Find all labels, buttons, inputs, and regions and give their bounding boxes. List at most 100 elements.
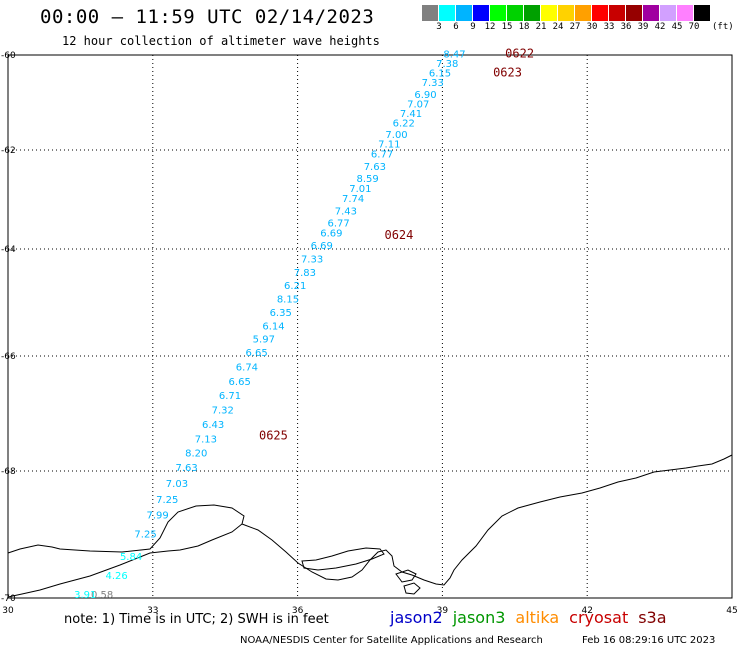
wave-height-label: 7.83 bbox=[294, 268, 316, 279]
wave-height-label: 6.69 bbox=[311, 241, 333, 252]
color-swatch bbox=[473, 5, 490, 21]
lon-tick-label: 36 bbox=[292, 606, 304, 616]
color-scale-label: 12 bbox=[484, 22, 496, 32]
wave-height-label: 7.74 bbox=[342, 194, 364, 205]
wave-height-label: 6.90 bbox=[414, 90, 436, 101]
wave-height-label: 6.15 bbox=[429, 68, 451, 79]
satellite-legend: jason2 jason3 altika cryosat s3a bbox=[390, 608, 677, 627]
color-swatch bbox=[694, 5, 711, 21]
wave-height-label: 4.26 bbox=[105, 571, 127, 582]
footer-timestamp: Feb 16 08:29:16 UTC 2023 bbox=[582, 635, 716, 646]
wave-height-label: 7.01 bbox=[349, 184, 371, 195]
satellite-jason3: jason3 bbox=[452, 608, 506, 627]
wave-height-label: 6.65 bbox=[229, 377, 251, 388]
wave-height-label: 7.13 bbox=[195, 434, 217, 445]
wave-height-label: 5.97 bbox=[253, 335, 275, 346]
color-scale-label: 21 bbox=[535, 22, 547, 32]
wave-height-label: 8.15 bbox=[277, 295, 299, 306]
color-scale-label: 3 bbox=[436, 22, 442, 32]
wave-height-label: 7.33 bbox=[422, 78, 444, 89]
color-swatch bbox=[422, 5, 439, 21]
wave-height-label: 7.03 bbox=[166, 479, 188, 490]
wave-height-label: 7.25 bbox=[134, 530, 156, 541]
wave-height-label: 7.63 bbox=[364, 162, 386, 173]
wave-height-label: 5.84 bbox=[120, 552, 142, 563]
island-outline bbox=[403, 582, 421, 595]
color-scale-label: 9 bbox=[470, 22, 476, 32]
footer-organization: NOAA/NESDIS Center for Satellite Applica… bbox=[240, 635, 543, 646]
wave-height-label: 7.00 bbox=[385, 130, 407, 141]
wave-height-label: 6.74 bbox=[236, 362, 258, 373]
wave-height-label: 7.33 bbox=[301, 254, 323, 265]
color-swatch bbox=[524, 5, 541, 21]
color-scale-units: (ft) bbox=[712, 22, 734, 32]
color-scale-label: 33 bbox=[603, 22, 615, 32]
note-text: note: 1) Time is in UTC; 2) SWH is in fe… bbox=[64, 612, 329, 627]
lat-tick-label: -60 bbox=[1, 51, 16, 61]
coastline-east bbox=[241, 454, 733, 586]
time-label: 0624 bbox=[384, 228, 413, 242]
color-swatch bbox=[439, 5, 456, 21]
wave-height-label: 7.43 bbox=[335, 206, 357, 217]
wave-height-label: 7.32 bbox=[212, 406, 234, 417]
color-scale-label: 30 bbox=[586, 22, 598, 32]
lat-tick-label: -62 bbox=[1, 146, 16, 156]
wave-height-label: 7.11 bbox=[378, 140, 400, 151]
color-swatch bbox=[592, 5, 609, 21]
wave-height-label: 7.38 bbox=[436, 59, 458, 70]
map-frame bbox=[7, 54, 733, 599]
color-scale-bar bbox=[422, 5, 711, 21]
wave-height-label: 7.63 bbox=[175, 463, 197, 474]
color-scale-label: 70 bbox=[688, 22, 700, 32]
color-swatch bbox=[609, 5, 626, 21]
wave-height-label: 0.58 bbox=[91, 590, 113, 601]
color-scale-label: 36 bbox=[620, 22, 632, 32]
wave-height-label: 7.41 bbox=[400, 109, 422, 120]
page-title: 00:00 – 11:59 UTC 02/14/2023 bbox=[40, 6, 375, 28]
wave-height-label: 6.77 bbox=[371, 149, 393, 160]
lon-tick-label: 42 bbox=[581, 606, 592, 616]
lat-tick-label: -68 bbox=[1, 467, 16, 477]
satellite-jason2: jason2 bbox=[390, 608, 443, 627]
wave-height-label: 6.22 bbox=[393, 118, 415, 129]
lon-tick-label: 45 bbox=[726, 606, 737, 616]
color-scale-label: 39 bbox=[637, 22, 649, 32]
color-swatch bbox=[507, 5, 524, 21]
lon-tick-label: 33 bbox=[147, 606, 158, 616]
lon-tick-label: 39 bbox=[437, 606, 449, 616]
wave-height-label: 8.47 bbox=[443, 49, 465, 60]
color-scale-labels: 3 6 9 12 15 18 21 24 27 30 33 36 39 42 45 70 bbox=[422, 22, 740, 34]
wave-height-label: 6.43 bbox=[202, 420, 224, 431]
wave-height-label: 8.20 bbox=[185, 449, 207, 460]
wave-height-label: 7.25 bbox=[156, 495, 178, 506]
wave-height-label: 6.69 bbox=[320, 229, 342, 240]
lat-tick-label: -64 bbox=[1, 245, 16, 255]
wave-height-label: 7.99 bbox=[146, 511, 168, 522]
color-scale-label: 45 bbox=[671, 22, 683, 32]
wave-height-label: 3.91 bbox=[74, 590, 96, 601]
color-swatch bbox=[558, 5, 575, 21]
time-label: 0622 bbox=[505, 46, 534, 60]
ice-shelf-outline bbox=[301, 547, 385, 571]
wave-height-label: 7.07 bbox=[407, 99, 429, 110]
color-swatch bbox=[626, 5, 643, 21]
time-label: 0623 bbox=[493, 65, 522, 79]
lat-tick-label: -66 bbox=[1, 352, 16, 362]
wave-height-label: 6.35 bbox=[270, 308, 292, 319]
color-swatch bbox=[541, 5, 558, 21]
color-scale-label: 18 bbox=[518, 22, 530, 32]
color-swatch bbox=[643, 5, 660, 21]
color-swatch bbox=[660, 5, 677, 21]
lat-tick-label: -70 bbox=[1, 594, 16, 604]
wave-height-label: 6.65 bbox=[245, 348, 267, 359]
color-scale-label: 24 bbox=[552, 22, 564, 32]
satellite-cryosat: cryosat bbox=[569, 608, 629, 627]
color-scale-label: 42 bbox=[654, 22, 666, 32]
wave-height-label: 8.59 bbox=[356, 174, 378, 185]
time-label: 0625 bbox=[259, 428, 288, 442]
color-swatch bbox=[456, 5, 473, 21]
wave-height-label: 6.71 bbox=[219, 391, 241, 402]
lon-tick-label: 30 bbox=[2, 606, 14, 616]
color-scale-label: 6 bbox=[453, 22, 459, 32]
